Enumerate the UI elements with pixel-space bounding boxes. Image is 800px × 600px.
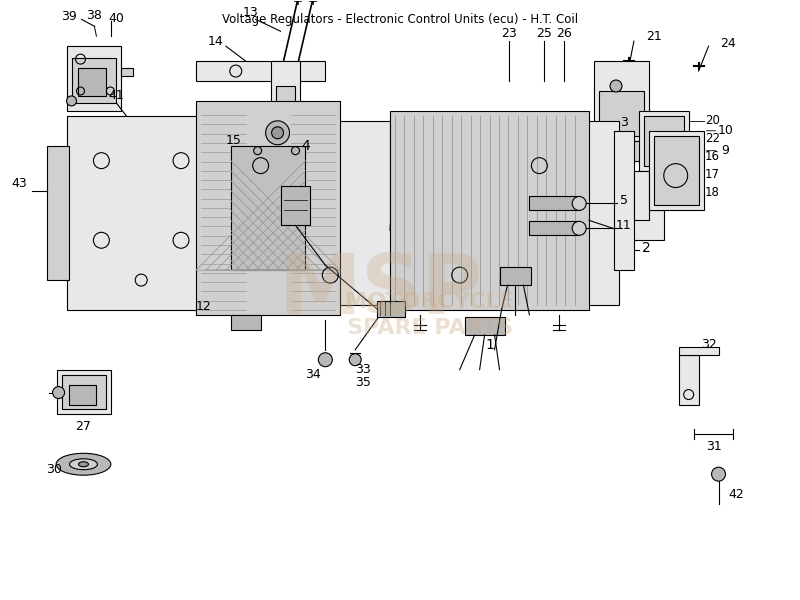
Bar bbox=[71, 58, 116, 103]
Text: 10: 10 bbox=[718, 124, 734, 137]
Text: 42: 42 bbox=[729, 488, 744, 500]
Bar bbox=[599, 91, 644, 136]
Text: MOTORCYCLE
SPARE PARTS: MOTORCYCLE SPARE PARTS bbox=[345, 292, 514, 338]
Bar bbox=[196, 61, 326, 81]
Ellipse shape bbox=[70, 459, 98, 470]
Bar bbox=[629, 211, 664, 240]
Bar bbox=[230, 146, 306, 270]
Text: 35: 35 bbox=[355, 376, 371, 389]
Text: 5: 5 bbox=[620, 194, 628, 207]
Text: 33: 33 bbox=[355, 363, 371, 376]
Bar bbox=[644, 116, 684, 166]
Text: 31: 31 bbox=[706, 440, 722, 453]
Text: 2: 2 bbox=[642, 241, 651, 255]
Text: 16: 16 bbox=[705, 150, 720, 163]
Bar bbox=[230, 315, 261, 330]
Text: 14: 14 bbox=[208, 35, 224, 48]
Bar bbox=[465, 317, 505, 335]
Bar bbox=[46, 146, 69, 280]
Bar bbox=[62, 374, 106, 409]
Polygon shape bbox=[230, 121, 619, 305]
Bar bbox=[649, 131, 703, 211]
Bar bbox=[122, 68, 134, 76]
Text: 18: 18 bbox=[705, 186, 720, 199]
Bar bbox=[530, 196, 579, 211]
Text: 25: 25 bbox=[536, 27, 552, 40]
Bar bbox=[614, 131, 634, 270]
Bar bbox=[654, 136, 698, 205]
Bar bbox=[281, 185, 310, 226]
Bar bbox=[275, 86, 295, 106]
Bar bbox=[196, 101, 340, 315]
Text: 21: 21 bbox=[646, 30, 662, 43]
Text: 26: 26 bbox=[556, 27, 572, 40]
Text: 30: 30 bbox=[46, 463, 62, 476]
Text: 27: 27 bbox=[75, 420, 91, 433]
Bar bbox=[390, 111, 589, 310]
Ellipse shape bbox=[56, 453, 111, 475]
Bar bbox=[57, 370, 111, 415]
Text: 23: 23 bbox=[502, 27, 518, 40]
Text: Voltage Regulators - Electronic Control Units (ecu) - H.T. Coil: Voltage Regulators - Electronic Control … bbox=[222, 13, 578, 26]
Bar bbox=[594, 61, 649, 141]
Text: 4: 4 bbox=[301, 139, 310, 153]
Text: 24: 24 bbox=[721, 37, 736, 50]
Circle shape bbox=[572, 196, 586, 211]
Bar bbox=[530, 221, 579, 235]
Circle shape bbox=[254, 147, 262, 155]
Text: 43: 43 bbox=[11, 177, 26, 190]
Circle shape bbox=[350, 354, 361, 365]
Text: 41: 41 bbox=[109, 89, 124, 103]
Text: 20: 20 bbox=[705, 115, 720, 127]
Text: 22: 22 bbox=[705, 132, 720, 145]
Text: 9: 9 bbox=[722, 144, 730, 157]
Bar bbox=[499, 267, 531, 285]
Circle shape bbox=[53, 386, 65, 398]
Bar bbox=[602, 141, 640, 161]
Bar bbox=[678, 347, 718, 355]
Circle shape bbox=[271, 127, 283, 139]
Bar bbox=[250, 111, 306, 155]
Bar bbox=[69, 385, 97, 404]
Text: 12: 12 bbox=[196, 301, 212, 313]
Ellipse shape bbox=[78, 462, 89, 467]
Bar bbox=[66, 46, 122, 111]
Circle shape bbox=[291, 147, 299, 155]
Text: 11: 11 bbox=[616, 219, 632, 232]
Text: 34: 34 bbox=[306, 368, 322, 381]
Text: 40: 40 bbox=[108, 12, 124, 25]
Text: MSP: MSP bbox=[278, 250, 482, 331]
Circle shape bbox=[610, 80, 622, 92]
Bar bbox=[270, 61, 301, 111]
Circle shape bbox=[711, 467, 726, 481]
Circle shape bbox=[572, 221, 586, 235]
Bar bbox=[678, 355, 698, 404]
Circle shape bbox=[66, 96, 77, 106]
Text: 39: 39 bbox=[61, 10, 77, 23]
Text: 32: 32 bbox=[701, 338, 717, 351]
Text: 13: 13 bbox=[243, 6, 258, 19]
Bar bbox=[377, 301, 405, 317]
Bar bbox=[78, 68, 106, 96]
Text: 17: 17 bbox=[705, 168, 720, 181]
Text: 15: 15 bbox=[226, 134, 242, 147]
Bar bbox=[66, 116, 221, 310]
Text: 3: 3 bbox=[620, 116, 628, 130]
Bar bbox=[639, 111, 689, 170]
Text: 38: 38 bbox=[86, 9, 102, 22]
Bar bbox=[634, 170, 649, 220]
Circle shape bbox=[266, 121, 290, 145]
Circle shape bbox=[318, 353, 332, 367]
Text: 1: 1 bbox=[485, 338, 494, 352]
